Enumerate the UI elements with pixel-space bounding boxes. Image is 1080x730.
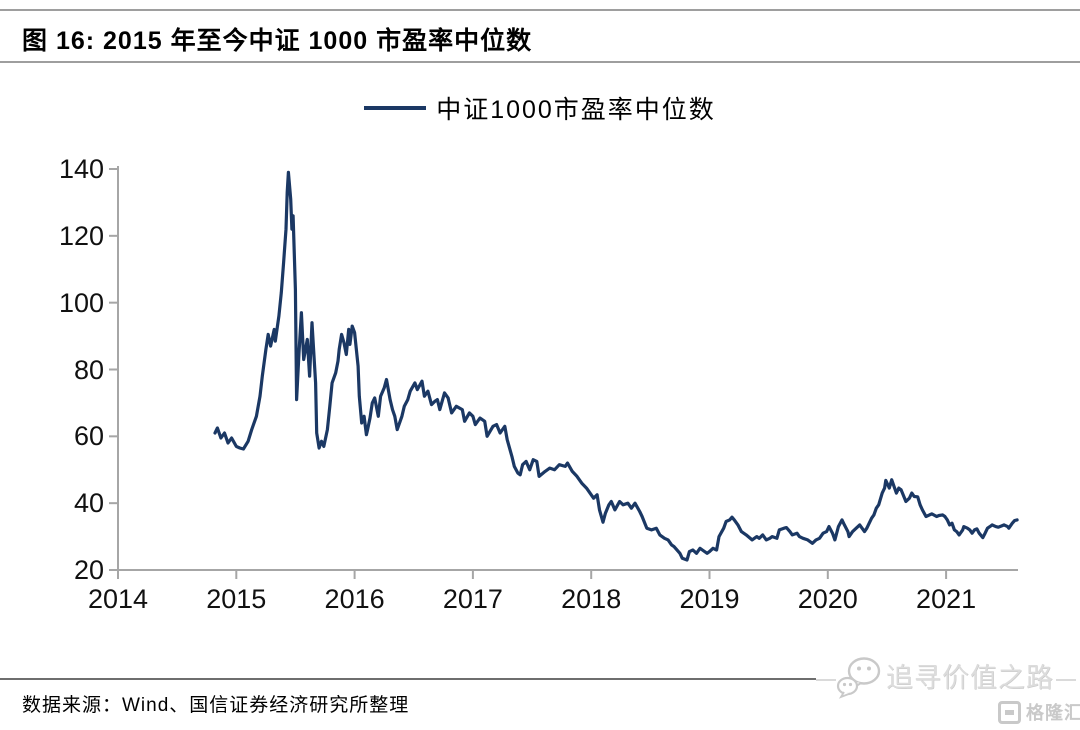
x-tick-label: 2017: [442, 584, 503, 614]
x-tick-label: 2021: [916, 584, 977, 614]
legend-label: 中证1000市盈率中位数: [436, 96, 716, 124]
x-tick-label: 2019: [679, 584, 740, 614]
y-tick-label: 80: [73, 354, 104, 385]
source-note: 数据来源：Wind、国信证券经济研究所整理: [22, 695, 410, 716]
top-divider: [0, 9, 1080, 11]
watermark-text: 追寻价值之路: [884, 656, 1056, 695]
chart-legend: 中证1000市盈率中位数: [0, 92, 1080, 124]
y-tick-label: 60: [73, 421, 104, 452]
x-tick-label: 2015: [206, 584, 267, 614]
x-tick-label: 2014: [87, 584, 149, 614]
figure-title: 图 16: 2015 年至今中证 1000 市盈率中位数: [22, 27, 533, 55]
gelonghui-g-icon: [998, 700, 1021, 724]
line-chart: [109, 166, 1019, 579]
y-tick-label: 40: [73, 488, 104, 519]
y-tick-label: 20: [73, 555, 104, 585]
x-tick-label: 2020: [797, 584, 858, 614]
gelonghui-brand-text: 格隆汇: [1026, 703, 1080, 723]
gelonghui-logo: 格隆汇: [998, 699, 1080, 725]
watermark-line-right: [1046, 679, 1076, 681]
watermark: 追寻价值之路 格隆汇: [816, 650, 1080, 730]
y-tick-label: 100: [58, 287, 104, 318]
series-line: [213, 170, 1019, 562]
x-tick-label: 2016: [324, 584, 385, 614]
x-tick-label: 2018: [561, 584, 622, 614]
y-tick-label: 140: [58, 154, 104, 184]
legend-line-swatch: [364, 106, 427, 110]
title-divider: [0, 61, 1080, 63]
wechat-icon: [836, 656, 882, 700]
footer-divider: [0, 678, 1080, 680]
y-tick-label: 120: [58, 220, 104, 251]
